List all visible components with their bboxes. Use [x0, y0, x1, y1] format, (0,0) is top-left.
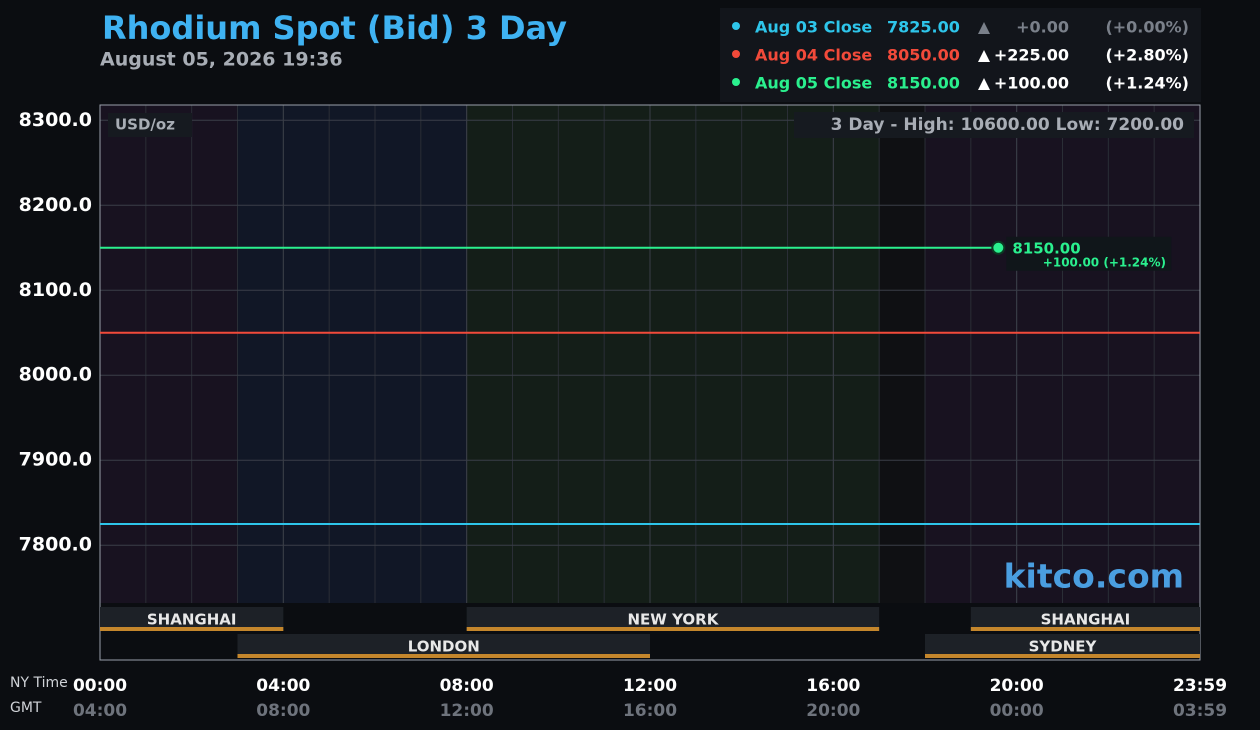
y-tick-label: 7800.0	[19, 534, 92, 556]
x-tick-label: 16:00	[806, 676, 860, 696]
legend-name: Aug 03 Close	[755, 18, 872, 37]
zone	[466, 105, 879, 603]
legend-change-pct: (+1.24%)	[1105, 74, 1189, 93]
legend-arrow	[978, 78, 990, 90]
zone	[879, 105, 925, 603]
y-unit: USD/oz	[115, 116, 175, 134]
legend-dot	[732, 78, 740, 86]
session-label: SHANGHAI	[1041, 611, 1131, 629]
legend-change: +0.00	[1016, 18, 1069, 37]
session-label: NEW YORK	[628, 611, 720, 629]
session-underline	[237, 654, 650, 658]
session-label: SHANGHAI	[147, 611, 237, 629]
legend-change: +225.00	[994, 46, 1069, 65]
x-axis-label: NY Time	[10, 675, 68, 691]
legend-arrow	[978, 50, 990, 62]
session-underline	[970, 627, 1200, 631]
x2-tick-label: 08:00	[256, 701, 310, 721]
session-label: LONDON	[408, 638, 480, 656]
legend-arrow	[978, 22, 990, 34]
session-label: SYDNEY	[1029, 638, 1098, 656]
last-note: +100.00 (+1.24%)	[1043, 255, 1166, 269]
plot-frame	[99, 104, 1201, 661]
chart-title: Rhodium Spot (Bid) 3 Day	[102, 9, 567, 47]
watermark: kitco.com	[1004, 557, 1184, 596]
x-tick-label: 23:59	[1173, 676, 1227, 696]
y-tick-label: 8300.0	[19, 109, 92, 131]
legend-value: 7825.00	[887, 18, 960, 37]
last-label-box	[1006, 236, 1172, 271]
last-marker	[991, 240, 1006, 255]
y-tick-label: 8000.0	[19, 364, 92, 386]
x-tick-label: 12:00	[623, 676, 677, 696]
y-tick-label: 8100.0	[19, 279, 92, 301]
x2-tick-label: 20:00	[806, 701, 860, 721]
x2-axis-label: GMT	[10, 700, 42, 716]
x-tick-label: 20:00	[990, 676, 1044, 696]
session-underline	[100, 627, 284, 631]
subtitle: August 05, 2026 19:36	[100, 49, 343, 71]
last-value-label: 8150.00	[1012, 239, 1080, 257]
x2-tick-label: 03:59	[1173, 701, 1227, 721]
range-note: 3 Day - High: 10600.00 Low: 7200.00	[831, 115, 1185, 135]
legend-box	[720, 8, 1201, 102]
legend-dot	[732, 22, 740, 30]
legend-name: Aug 05 Close	[755, 74, 872, 93]
x-tick-label: 00:00	[73, 676, 127, 696]
zone	[100, 105, 237, 603]
legend-name: Aug 04 Close	[755, 46, 872, 65]
legend-dot	[732, 50, 740, 58]
session-underline	[466, 627, 880, 631]
legend-value: 8150.00	[887, 74, 960, 93]
legend-change: +100.00	[994, 74, 1069, 93]
legend-value: 8050.00	[887, 46, 960, 65]
range-box	[794, 112, 1194, 138]
legend-change-pct: (+0.00%)	[1105, 18, 1189, 37]
zone	[237, 105, 466, 603]
x2-tick-label: 00:00	[990, 701, 1044, 721]
x-tick-label: 04:00	[256, 676, 310, 696]
x2-tick-label: 16:00	[623, 701, 677, 721]
x-tick-label: 08:00	[440, 676, 494, 696]
x2-tick-label: 04:00	[73, 701, 127, 721]
y-tick-label: 7900.0	[19, 449, 92, 471]
session-underline	[925, 654, 1200, 658]
x2-tick-label: 12:00	[440, 701, 494, 721]
y-tick-label: 8200.0	[19, 194, 92, 216]
legend-change-pct: (+2.80%)	[1105, 46, 1189, 65]
unit-box	[108, 113, 192, 137]
